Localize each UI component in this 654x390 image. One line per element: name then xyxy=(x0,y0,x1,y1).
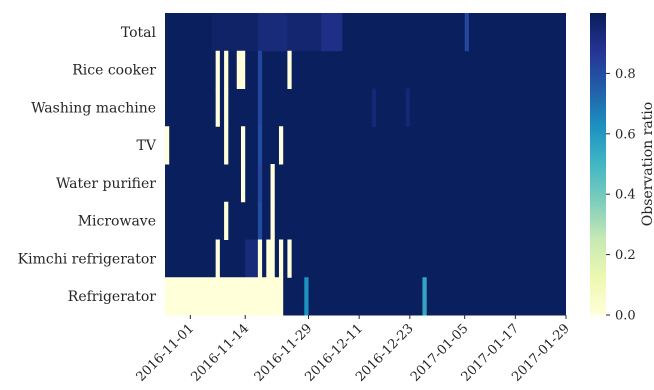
row-label: TV xyxy=(137,138,157,154)
heatmap-cell xyxy=(211,13,258,52)
heatmap-cell xyxy=(321,13,343,52)
colorbar xyxy=(590,13,606,315)
row-label: Refrigerator xyxy=(68,289,157,305)
heatmap-cell xyxy=(257,50,263,89)
colorbar-tick-label: 0.8 xyxy=(615,67,636,82)
heatmap-cell xyxy=(304,277,309,316)
heatmap-cell xyxy=(287,50,292,89)
heatmap-row-washing-machine xyxy=(165,88,566,127)
heatmap-cell xyxy=(270,201,275,240)
colorbar-label: Observation ratio xyxy=(640,102,654,226)
colorbar-tick-label: 0.6 xyxy=(615,127,636,142)
heatmap-cell xyxy=(278,126,284,165)
heatmap-cell xyxy=(287,239,292,278)
heatmap-cell xyxy=(422,277,427,316)
row-label: Microwave xyxy=(78,214,156,230)
heatmap-cell xyxy=(245,239,258,278)
heatmap-row-kimchi-refrigerator xyxy=(165,239,566,278)
heatmap-cell xyxy=(224,88,229,127)
heatmap-cell xyxy=(257,88,263,127)
heatmap-cells xyxy=(165,13,566,316)
heatmap-cell xyxy=(236,50,246,89)
row-label: Kimchi refrigerator xyxy=(18,251,157,267)
heatmap-cell xyxy=(287,13,322,52)
heatmap-cell xyxy=(224,201,229,240)
x-tick-label: 2016-11-01 xyxy=(134,321,198,385)
row-label: Total xyxy=(121,25,157,41)
heatmap-cell xyxy=(257,13,288,52)
heatmap-cell xyxy=(215,88,220,127)
heatmap-cell xyxy=(257,239,263,278)
heatmap-cell xyxy=(371,88,377,127)
heatmap-cell xyxy=(224,126,229,165)
heatmap-cell xyxy=(165,277,284,316)
heatmap-cell xyxy=(405,88,410,127)
row-labels: Total Rice cooker Washing machine TV Water p… xyxy=(18,25,157,305)
heatmap-row-tv xyxy=(165,126,566,165)
heatmap-cell xyxy=(266,239,275,278)
heatmap-cell xyxy=(240,164,246,203)
colorbar-tick-label: 0.0 xyxy=(615,309,636,324)
x-tick-label: 2016-11-14 xyxy=(188,321,252,385)
heatmap-cell xyxy=(215,50,220,89)
colorbar-tick-label: 0.2 xyxy=(615,248,636,263)
heatmap-row-microwave xyxy=(165,201,566,240)
heatmap-cell xyxy=(464,13,469,52)
colorbar-tick-label: 0.4 xyxy=(615,188,636,203)
heatmap-cell xyxy=(165,126,170,165)
row-label: Rice cooker xyxy=(72,63,156,79)
row-label: Water purifier xyxy=(56,176,156,192)
heatmap-cell xyxy=(257,126,263,165)
heatmap-cell xyxy=(257,164,263,203)
heatmap-row-water-purifier xyxy=(165,164,566,203)
heatmap-cell xyxy=(224,50,229,89)
colorbar-ticks: 0.0 0.2 0.4 0.6 0.8 xyxy=(606,67,636,324)
heatmap-row-rice-cooker xyxy=(165,50,566,89)
heatmap-cell xyxy=(278,239,284,278)
heatmap-cell xyxy=(257,201,263,240)
colorbar-gradient xyxy=(590,13,606,315)
heatmap-cell xyxy=(270,164,275,203)
heatmap-cell xyxy=(240,126,246,165)
row-label: Washing machine xyxy=(31,100,156,116)
heatmap-cell xyxy=(215,239,220,278)
